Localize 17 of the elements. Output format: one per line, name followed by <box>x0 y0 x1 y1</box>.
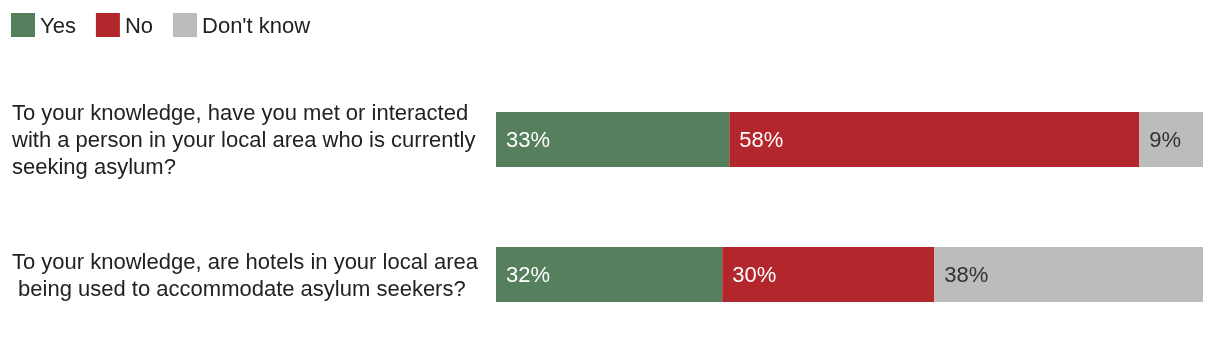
data-label: 30% <box>732 262 777 287</box>
y-tick-label: To your knowledge, are hotels in your local area being used to accommodate asylum seekers? <box>12 248 479 301</box>
bar <box>934 247 1203 302</box>
bar <box>496 112 730 167</box>
bar <box>722 247 935 302</box>
bar <box>729 112 1140 167</box>
bar <box>496 247 723 302</box>
legend-label: Yes <box>40 12 76 38</box>
legend-label: Don't know <box>202 12 311 38</box>
data-label: 58% <box>739 127 784 152</box>
y-tick-label: To your knowledge, have you met or interacted with a person in your local area who is currently seeking asylum? <box>11 100 482 179</box>
data-label: 9% <box>1149 127 1182 152</box>
data-label: 33% <box>506 127 551 152</box>
bar <box>1139 112 1203 167</box>
data-label: 32% <box>506 262 551 287</box>
data-label: 38% <box>944 262 989 287</box>
legend-label: No <box>124 12 154 38</box>
